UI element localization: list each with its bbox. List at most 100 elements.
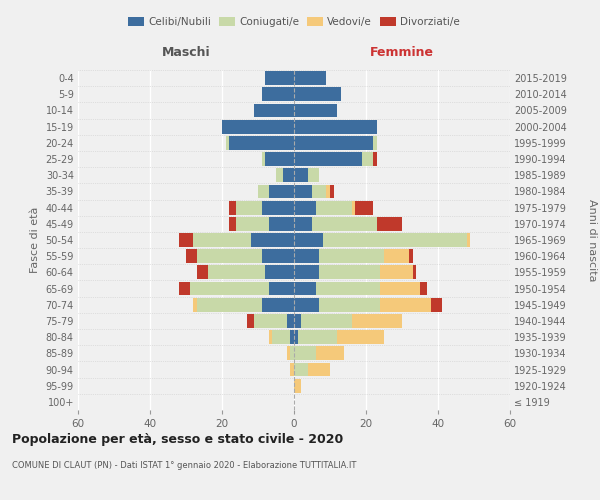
Bar — [294, 168, 308, 182]
Bar — [380, 266, 413, 280]
Bar — [316, 200, 352, 214]
Bar — [287, 346, 290, 360]
Bar — [294, 88, 341, 101]
Bar — [294, 71, 326, 85]
Bar — [294, 217, 312, 230]
Bar — [330, 184, 334, 198]
Bar — [352, 314, 402, 328]
Bar — [229, 217, 236, 230]
Bar — [269, 330, 272, 344]
Bar — [319, 298, 380, 312]
Bar — [312, 184, 326, 198]
Bar — [312, 217, 377, 230]
Bar — [319, 266, 380, 280]
Bar — [269, 184, 294, 198]
Bar — [409, 250, 413, 263]
Bar — [431, 298, 442, 312]
Bar — [352, 200, 355, 214]
Bar — [294, 104, 337, 118]
Bar — [298, 330, 337, 344]
Bar — [290, 330, 294, 344]
Bar — [265, 152, 294, 166]
Bar — [254, 104, 294, 118]
Text: COMUNE DI CLAUT (PN) - Dati ISTAT 1° gennaio 2020 - Elaborazione TUTTITALIA.IT: COMUNE DI CLAUT (PN) - Dati ISTAT 1° gen… — [12, 460, 356, 469]
Bar — [186, 250, 197, 263]
Bar — [197, 250, 262, 263]
Bar — [269, 217, 294, 230]
Bar — [236, 217, 269, 230]
Bar — [294, 314, 301, 328]
Bar — [229, 200, 236, 214]
Bar — [323, 233, 467, 247]
Bar — [265, 71, 294, 85]
Text: Maschi: Maschi — [161, 46, 211, 59]
Bar — [193, 298, 197, 312]
Bar — [301, 314, 352, 328]
Y-axis label: Fasce di età: Fasce di età — [30, 207, 40, 273]
Bar — [467, 233, 470, 247]
Bar — [294, 282, 316, 296]
Bar — [337, 330, 384, 344]
Bar — [262, 200, 294, 214]
Text: Anni di nascita: Anni di nascita — [587, 198, 597, 281]
Bar — [272, 330, 290, 344]
Bar — [208, 266, 265, 280]
Bar — [294, 362, 308, 376]
Bar — [294, 184, 312, 198]
Legend: Celibi/Nubili, Coniugati/e, Vedovi/e, Divorziati/e: Celibi/Nubili, Coniugati/e, Vedovi/e, Di… — [124, 12, 464, 32]
Bar — [294, 233, 323, 247]
Bar — [290, 362, 294, 376]
Bar — [294, 250, 319, 263]
Bar — [179, 282, 190, 296]
Text: Femmine: Femmine — [370, 46, 434, 59]
Bar — [294, 266, 319, 280]
Bar — [193, 233, 251, 247]
Bar — [254, 314, 287, 328]
Bar — [276, 168, 283, 182]
Bar — [294, 379, 301, 392]
Bar — [326, 184, 330, 198]
Bar — [222, 120, 294, 134]
Bar — [380, 298, 431, 312]
Bar — [294, 120, 377, 134]
Bar — [294, 346, 316, 360]
Bar — [308, 168, 319, 182]
Bar — [377, 217, 402, 230]
Bar — [316, 346, 344, 360]
Bar — [373, 136, 377, 149]
Bar — [262, 250, 294, 263]
Bar — [258, 184, 269, 198]
Bar — [362, 152, 373, 166]
Bar — [373, 152, 377, 166]
Bar — [283, 168, 294, 182]
Text: Popolazione per età, sesso e stato civile - 2020: Popolazione per età, sesso e stato civil… — [12, 432, 343, 446]
Bar — [179, 233, 193, 247]
Bar — [247, 314, 254, 328]
Bar — [384, 250, 409, 263]
Bar — [294, 136, 373, 149]
Bar — [319, 250, 384, 263]
Bar — [197, 266, 208, 280]
Bar — [294, 330, 298, 344]
Bar — [294, 152, 362, 166]
Bar — [190, 282, 269, 296]
Bar — [294, 200, 316, 214]
Bar — [287, 314, 294, 328]
Bar — [262, 152, 265, 166]
Bar — [269, 282, 294, 296]
Bar — [355, 200, 373, 214]
Bar — [380, 282, 420, 296]
Bar — [229, 136, 294, 149]
Bar — [265, 266, 294, 280]
Bar — [413, 266, 416, 280]
Bar — [262, 298, 294, 312]
Bar — [316, 282, 380, 296]
Bar — [197, 298, 262, 312]
Bar — [308, 362, 330, 376]
Bar — [262, 88, 294, 101]
Bar — [294, 298, 319, 312]
Bar — [290, 346, 294, 360]
Bar — [226, 136, 229, 149]
Bar — [236, 200, 262, 214]
Bar — [420, 282, 427, 296]
